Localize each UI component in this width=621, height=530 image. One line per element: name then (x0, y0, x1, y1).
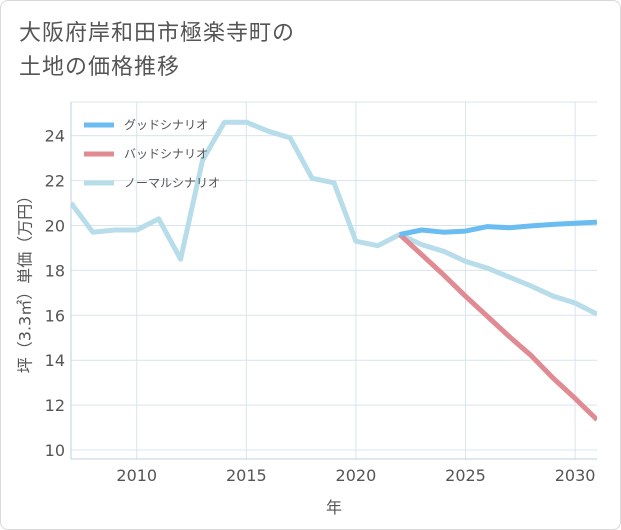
legend-item-bad[interactable]: バッドシナリオ (84, 147, 208, 161)
x-tick-label: 2015 (226, 466, 267, 485)
y-axis-title: 坪（3.3㎡）単価（万円） (16, 188, 35, 373)
legend-label-good: グッドシナリオ (124, 118, 208, 132)
title-line-1: 大阪府岸和田市極楽寺町の (19, 21, 296, 46)
y-tick-label: 22 (45, 172, 65, 191)
x-tick-label: 2010 (116, 466, 157, 485)
page-title: 大阪府岸和田市極楽寺町の 土地の価格推移 (19, 17, 295, 85)
x-tick-label: 2020 (336, 466, 377, 485)
x-tick-label: 2025 (445, 466, 486, 485)
legend-label-bad: バッドシナリオ (124, 147, 208, 161)
legend-item-normal[interactable]: ノーマルシナリオ (84, 176, 220, 190)
y-tick-label: 24 (45, 127, 65, 146)
axes: 2010 2015 2020 2025 2030 10 12 14 16 18 20 22 24 (45, 102, 597, 485)
y-tick-label: 16 (45, 306, 65, 325)
y-tick-label: 14 (45, 351, 65, 370)
series-lines (71, 119, 597, 422)
series-line-normal (71, 119, 597, 317)
y-tick-label: 10 (45, 441, 65, 460)
legend-label-normal: ノーマルシナリオ (124, 176, 220, 190)
x-tick-label: 2030 (555, 466, 596, 485)
series-line-good (399, 219, 597, 237)
title-line-2: 土地の価格推移 (19, 55, 181, 80)
y-tick-label: 18 (45, 261, 65, 280)
y-tick-label: 12 (45, 396, 65, 415)
x-axis-title: 年 (326, 498, 342, 517)
y-tick-label: 20 (45, 216, 65, 235)
legend-item-good[interactable]: グッドシナリオ (84, 118, 208, 132)
series-line-bad (398, 232, 597, 422)
